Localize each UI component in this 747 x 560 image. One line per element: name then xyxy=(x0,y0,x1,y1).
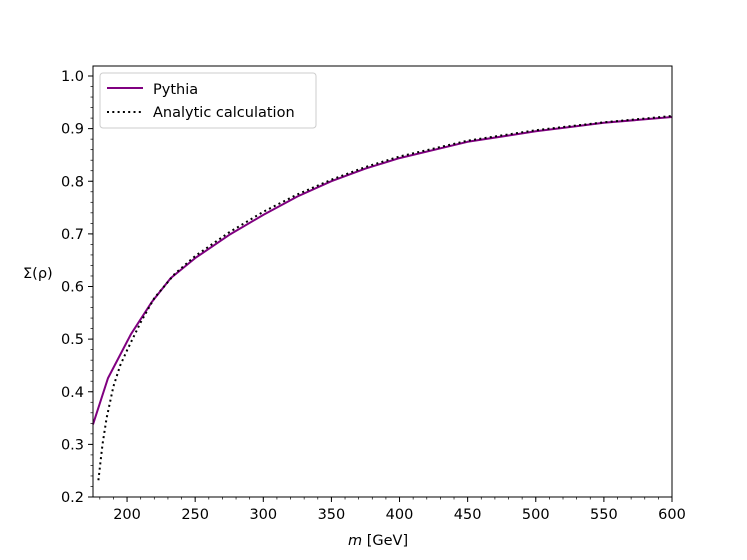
y-tick-label: 0.2 xyxy=(61,490,84,506)
x-tick-label: 550 xyxy=(590,507,618,523)
x-axis-label-var: m xyxy=(348,533,362,549)
y-axis-label: Σ(ρ) xyxy=(23,266,53,282)
plot-series xyxy=(92,115,673,481)
x-tick-label: 350 xyxy=(318,507,346,523)
x-axis-label: m [GeV] xyxy=(348,533,408,549)
legend-pythia-label: Pythia xyxy=(153,82,198,98)
plot-frame xyxy=(92,65,673,498)
x-axis-label-unit: [GeV] xyxy=(362,533,408,549)
x-tick-label: 300 xyxy=(249,507,277,523)
y-tick-label: 0.9 xyxy=(61,122,84,138)
x-tick-label: 200 xyxy=(113,507,141,523)
x-tick-label: 400 xyxy=(386,507,414,523)
y-tick-label: 0.5 xyxy=(61,332,84,348)
legend-analytic-label: Analytic calculation xyxy=(153,105,295,121)
legend-box xyxy=(99,72,317,129)
y-tick-label: 0.4 xyxy=(61,385,84,401)
legend: Pythia Analytic calculation xyxy=(99,72,317,129)
y-tick-label: 0.7 xyxy=(61,227,84,243)
x-tick-label: 450 xyxy=(454,507,482,523)
x-tick-label: 250 xyxy=(181,507,209,523)
y-tick-label: 1.0 xyxy=(61,69,84,85)
series-pythia-line xyxy=(92,116,673,425)
x-tick-label: 600 xyxy=(658,507,686,523)
y-tick-label: 0.6 xyxy=(61,280,84,296)
x-tick-label: 500 xyxy=(522,507,550,523)
series-analytic-line xyxy=(97,115,673,481)
x-axis-ticks: 200 250 300 350 400 450 500 550 600 xyxy=(99,497,686,523)
y-axis-ticks: 0.2 0.3 0.4 0.5 0.6 0.7 0.8 0.9 1.0 xyxy=(61,69,93,506)
y-tick-label: 0.3 xyxy=(61,437,84,453)
y-tick-label: 0.8 xyxy=(61,174,84,190)
